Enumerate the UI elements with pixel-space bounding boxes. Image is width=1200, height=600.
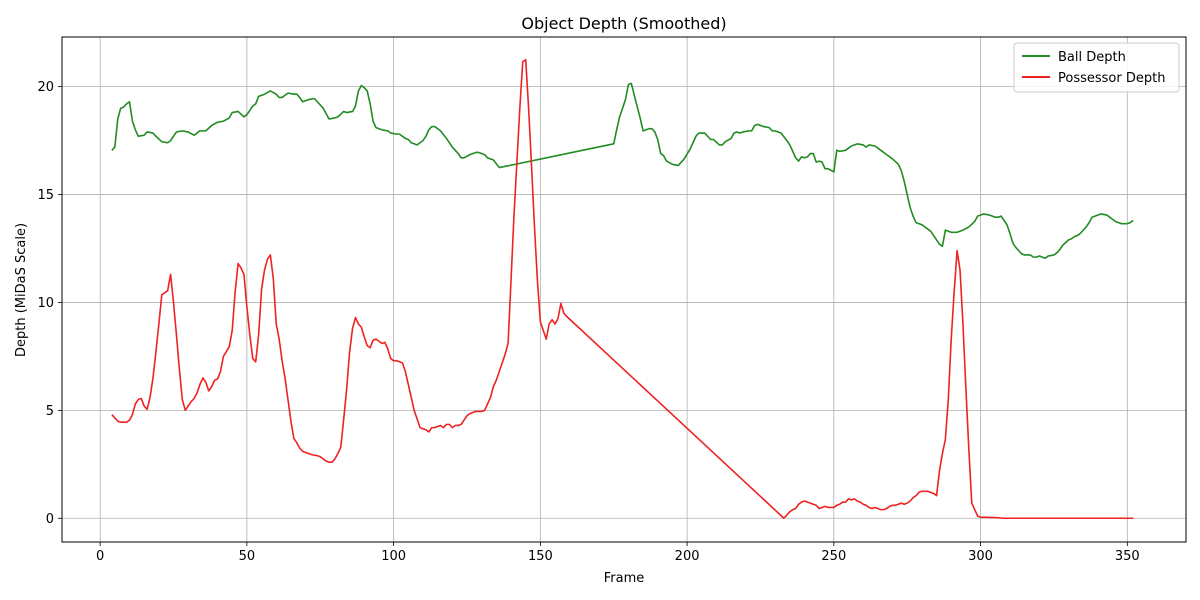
axis-ticks: 0 50 100 150 200 250 300 350 0 5 10 15 20 [37,80,1139,564]
x-tick-label: 150 [528,549,553,564]
y-tick-label: 0 [46,512,54,527]
legend: Ball Depth Possessor Depth [1013,42,1180,93]
x-axis-label: Frame [604,571,645,586]
y-axis-label: Depth (MiDaS Scale) [14,223,29,357]
y-tick-label: 15 [37,188,54,203]
x-tick-label: 0 [96,549,104,564]
x-tick-label: 50 [239,549,256,564]
x-tick-label: 100 [381,549,406,564]
x-tick-label: 250 [821,549,846,564]
x-tick-label: 200 [675,549,700,564]
legend-label-possessor-depth: Possessor Depth [1058,71,1165,86]
x-tick-label: 350 [1115,549,1140,564]
plot-area-frame [61,36,1187,543]
y-tick-label: 20 [37,80,54,95]
chart-title: Object Depth (Smoothed) [521,14,726,33]
series-line-possessor-depth [111,58,1134,520]
legend-box [1013,42,1180,93]
x-tick-label: 300 [968,549,993,564]
legend-label-ball-depth: Ball Depth [1058,50,1126,65]
grid [62,37,1186,542]
y-tick-label: 10 [37,296,54,311]
y-tick-label: 5 [46,404,54,419]
series-line-ball-depth [111,82,1134,260]
series-lines [111,58,1134,520]
